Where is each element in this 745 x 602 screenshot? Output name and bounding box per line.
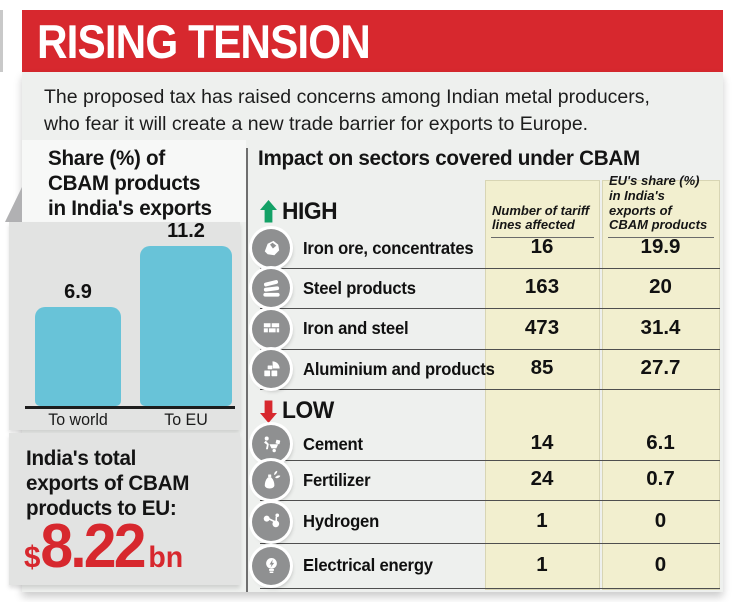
bar-to-eu (140, 246, 232, 406)
table-row-iron-and-steel: Iron and steel 473 31.4 (252, 308, 720, 350)
column-header-tariff-lines: Number of tariff lines affected (491, 181, 594, 238)
group-label-text: LOW (282, 397, 334, 424)
category-label-to-eu: To EU (164, 411, 208, 429)
row-eu-share: 0 (654, 552, 667, 576)
chart-title-sheet (22, 140, 246, 222)
row-eu-share: 0.7 (646, 467, 675, 491)
cement-icon (252, 425, 290, 463)
total-exports-panel: India's total exports of CBAM products t… (9, 433, 240, 585)
hydrogen-icon (252, 502, 290, 541)
row-eu-share: 27.7 (640, 356, 681, 380)
total-label-line-3: products to EU: (26, 496, 177, 521)
iron-and-steel-icon (252, 309, 290, 348)
table-row-iron-ore: Iron ore, concentrates 16 19.9 (252, 228, 720, 269)
row-eu-share: 0 (654, 508, 667, 532)
column-header-eu-share: EU's share (%) in India's exports of CBA… (608, 173, 714, 238)
table-row-aluminium: Aluminium and products 85 27.7 (252, 349, 720, 390)
total-amount: 8.22 (40, 512, 146, 582)
row-eu-share: 31.4 (640, 315, 681, 339)
chart-title-line-2: CBAM products (48, 170, 201, 195)
aluminium-icon (252, 350, 290, 388)
table-row-steel-products: Steel products 163 20 (252, 268, 720, 309)
table-row-electrical-energy: Electrical energy 1 0 (252, 543, 720, 589)
row-tariff-lines: 473 (524, 315, 560, 339)
subtitle-line-1: The proposed tax has raised concerns amo… (44, 86, 650, 108)
row-label: Iron ore, concentrates (303, 237, 474, 258)
page-fold-decoration (5, 187, 22, 222)
iron-ore-icon (252, 229, 290, 267)
fertilizer-icon (252, 461, 290, 499)
row-label: Aluminium and products (303, 358, 495, 379)
bar-value-to-world: 6.9 (64, 281, 92, 303)
total-unit: bn (148, 541, 184, 575)
total-label-line-1: India's total (26, 446, 137, 470)
row-tariff-lines: 24 (530, 467, 554, 491)
row-tariff-lines: 14 (530, 431, 554, 455)
currency-symbol: $ (24, 539, 41, 575)
steel-products-icon (252, 269, 290, 307)
row-eu-share: 20 (649, 275, 672, 299)
row-tariff-lines: 1 (536, 552, 548, 576)
table-row-cement: Cement 14 6.1 (252, 425, 720, 463)
column-eu-share: EU's share (%) in India's exports of CBA… (602, 173, 720, 590)
up-arrow-icon (260, 200, 277, 223)
row-label: Fertilizer (303, 469, 371, 490)
bar-to-world (35, 307, 121, 406)
chart-title-line-1: Share (%) of (48, 146, 165, 170)
row-label: Hydrogen (303, 511, 380, 531)
total-label-line-2: exports of CBAM (26, 471, 190, 496)
group-label-text: HIGH (282, 198, 338, 225)
chart-title-line-3: in India's exports (48, 195, 212, 220)
group-label-high: HIGH (260, 196, 720, 228)
row-label: Steel products (303, 277, 416, 298)
row-tariff-lines: 1 (536, 508, 548, 532)
page-edge-decoration (0, 10, 3, 72)
table-row-hydrogen: Hydrogen 1 0 (252, 500, 720, 544)
table-heading: Impact on sectors covered under CBAM (258, 146, 640, 170)
subtitle-line-2: who fear it will create a new trade barr… (44, 112, 589, 135)
row-tariff-lines: 163 (524, 275, 560, 299)
column-divider (246, 148, 248, 592)
bar-value-to-eu: 11.2 (167, 220, 205, 242)
table-row-fertilizer: Fertilizer 24 0.7 (252, 460, 720, 501)
column-tariff-lines: Number of tariff lines affected (485, 180, 600, 590)
row-label: Electrical energy (303, 555, 433, 575)
row-tariff-lines: 85 (530, 356, 554, 380)
row-label: Cement (303, 433, 363, 454)
row-tariff-lines: 16 (530, 235, 554, 259)
group-label-low: LOW (260, 394, 720, 428)
page-title: RISING TENSION (37, 14, 371, 68)
electrical-energy-icon (252, 546, 290, 585)
subtitle: The proposed tax has raised concerns amo… (44, 84, 709, 137)
category-label-to-world: To world (48, 411, 108, 429)
title-banner: RISING TENSION (22, 10, 723, 72)
row-eu-share: 6.1 (646, 431, 675, 455)
bar-chart: 6.9 11.2 To world To EU (9, 220, 240, 430)
total-exports-value: $8.22 bn (24, 512, 184, 582)
down-arrow-icon (260, 400, 277, 423)
row-eu-share: 19.9 (640, 235, 681, 259)
chart-title: Share (%) of CBAM products in India's ex… (48, 146, 212, 221)
total-exports-label: India's total exports of CBAM products t… (26, 446, 189, 521)
chart-baseline (25, 406, 235, 409)
row-label: Iron and steel (303, 318, 409, 338)
